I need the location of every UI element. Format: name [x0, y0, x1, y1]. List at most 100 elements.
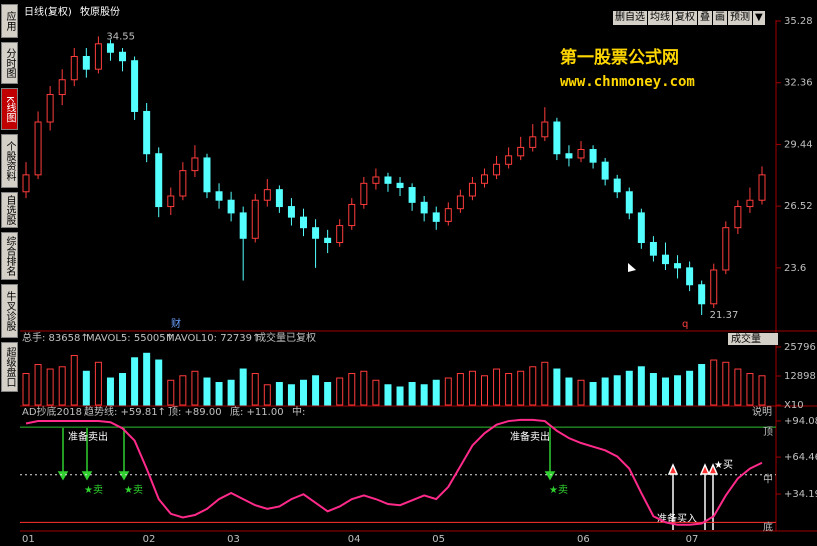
candle-body: [372, 176, 380, 184]
side-tab[interactable]: 综合排名: [1, 232, 18, 280]
candle-body: [649, 241, 657, 256]
annotation: 准备卖出: [510, 430, 550, 443]
annotation: 准备卖出: [68, 430, 108, 443]
toolbar-button[interactable]: 叠: [698, 11, 712, 25]
indicator-header: 趋势线: +59.81↑: [84, 405, 166, 418]
indicator-select[interactable]: [728, 333, 778, 345]
candle-body: [239, 212, 247, 239]
candle-body: [553, 121, 561, 155]
volume-bar: [275, 382, 283, 406]
volume-bar: [456, 373, 464, 406]
volume-bar: [203, 377, 211, 406]
indicator-header: 中:: [292, 405, 305, 418]
volume-bar: [82, 370, 90, 406]
candle-body: [287, 206, 295, 218]
x-tick-label: 05: [432, 534, 445, 545]
volume-bar: [396, 386, 404, 406]
toolbar-button[interactable]: 画: [713, 11, 727, 25]
y-tick-label: +64.46: [784, 452, 817, 463]
candle-body: [300, 216, 308, 229]
volume-bar: [300, 379, 308, 406]
candle-body: [227, 199, 235, 214]
volume-bar: [287, 384, 295, 406]
candle-body: [456, 195, 464, 210]
volume-bar: [710, 359, 718, 406]
level-label: 中: [763, 473, 773, 486]
candle-body: [601, 161, 609, 180]
volume-bar: [444, 377, 452, 406]
candle-body: [637, 212, 645, 243]
annotation: ★买: [714, 459, 733, 471]
volume-bar: [601, 377, 609, 406]
candle-body: [215, 191, 223, 201]
candle-body: [432, 212, 440, 222]
toolbar-button[interactable]: ▼: [753, 11, 765, 25]
y-tick-label: +34.19: [784, 489, 817, 500]
volume-bar: [649, 373, 657, 406]
y-tick-label: 32.36: [784, 78, 813, 89]
watermark: 第一股票公式网: [560, 47, 679, 68]
volume-bar: [698, 364, 706, 406]
side-tab[interactable]: 个股资料: [1, 134, 18, 188]
candle-body: [275, 189, 283, 208]
toolbar-button[interactable]: 复权: [673, 11, 697, 25]
volume-header: 成交量已复权: [256, 331, 316, 344]
help[interactable]: 说明: [752, 405, 772, 418]
volume-bar: [372, 379, 380, 406]
candle-body: [336, 225, 344, 243]
toolbar-button[interactable]: 预测: [728, 11, 752, 25]
candle-body: [529, 136, 537, 148]
candle-body: [661, 254, 669, 265]
candle-body: [541, 121, 549, 138]
volume-bar: [179, 375, 187, 406]
volume-header: MAVOL5: 55005↑: [86, 333, 174, 344]
candle-body: [468, 182, 476, 197]
candle-body: [360, 182, 368, 205]
toolbar: 删自选 均线 复权叠画预测 ▼: [612, 5, 765, 25]
indicator-header: AD抄底2018: [22, 405, 82, 418]
volume-bar: [58, 366, 66, 406]
event-mark: 财: [171, 317, 181, 330]
volume-bar: [480, 375, 488, 406]
volume-bar: [722, 361, 730, 406]
candle-body: [746, 199, 754, 208]
volume-bar: [420, 384, 428, 406]
side-tab[interactable]: K线图: [1, 88, 18, 130]
candle-body: [167, 195, 175, 208]
side-tab[interactable]: 牛叉诊股: [1, 284, 18, 338]
x-tick-label: 07: [686, 534, 699, 545]
toolbar-button[interactable]: 删自选: [613, 11, 647, 25]
volume-bar: [70, 355, 78, 406]
candle-body: [119, 51, 127, 62]
volume-bar: [227, 379, 235, 406]
volume-bar: [746, 373, 754, 406]
candle-body: [625, 191, 633, 214]
toolbar-button[interactable]: 均线: [648, 11, 672, 25]
chart-title: 日线(复权): [24, 5, 72, 18]
volume-bar: [686, 370, 694, 406]
volume-bar: [493, 368, 501, 406]
volume-bar: [384, 384, 392, 406]
side-tab[interactable]: 超级盘口: [1, 342, 18, 392]
event-mark: q: [682, 319, 688, 330]
volume-bar: [661, 377, 669, 406]
volume-header: 总手: 83658↑: [22, 331, 89, 344]
candle-body: [46, 94, 54, 123]
candle-body: [203, 157, 211, 193]
level-label: 顶: [763, 426, 773, 438]
candle-body: [34, 121, 42, 176]
candle-body: [191, 157, 199, 172]
candle-body: [710, 269, 718, 305]
volume-bar: [529, 366, 537, 406]
y-tick-label: 25796: [784, 342, 816, 353]
side-tab[interactable]: 分时图: [1, 42, 18, 84]
candle-body: [131, 60, 139, 112]
indicator-select-label[interactable]: 成交量: [731, 332, 761, 345]
volume-header: MAVOL10: 72739↑: [166, 333, 260, 344]
side-tab[interactable]: 应用: [1, 4, 18, 38]
volume-bar: [577, 379, 585, 406]
volume-bar: [119, 373, 127, 406]
annotation: ★卖: [549, 484, 568, 496]
side-tab[interactable]: 自选股: [1, 192, 18, 228]
volume-bar: [360, 370, 368, 406]
